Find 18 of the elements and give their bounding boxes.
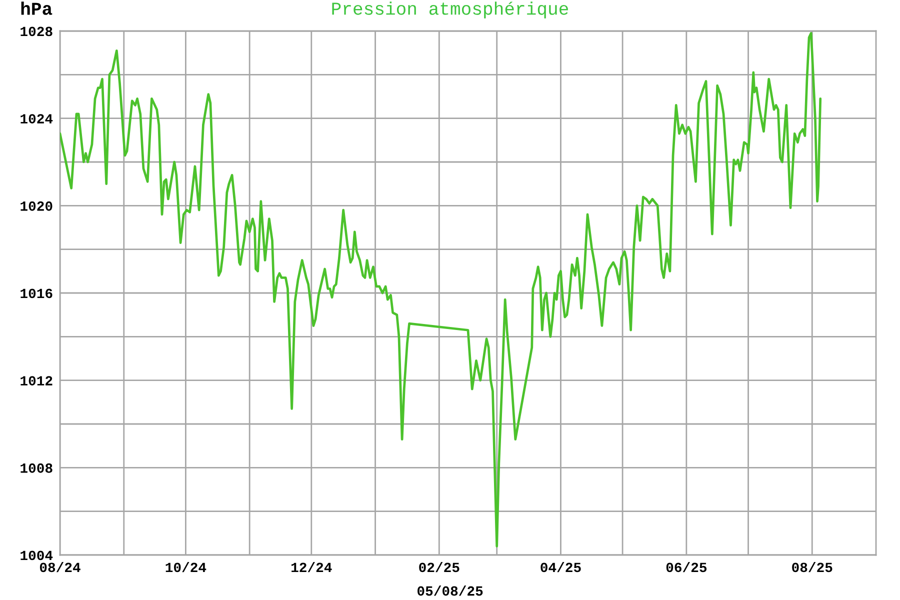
x-tick-label: 08/24 (40, 562, 80, 572)
x-tick-label: 04/25 (540, 562, 581, 572)
x-tick-label: 10/24 (166, 562, 206, 572)
x-axis-title: 05/08/25 (418, 586, 483, 596)
y-axis-title: hPa (21, 2, 52, 15)
y-tick-label: 1024 (20, 114, 53, 124)
y-tick-label: 1016 (20, 288, 52, 298)
y-tick-label: 1020 (20, 201, 52, 211)
x-tick-label: 02/25 (419, 562, 460, 572)
y-tick-label: 1004 (20, 550, 53, 560)
chart-title: Pression atmosphérique (332, 2, 568, 18)
y-tick-label: 1028 (20, 26, 52, 36)
y-tick-label: 1008 (20, 463, 52, 473)
line-series (60, 32, 822, 548)
x-tick-label: 08/25 (792, 562, 832, 572)
x-tick-label: 06/25 (666, 562, 707, 572)
y-tick-label: 1012 (20, 376, 52, 386)
x-tick-label: 12/24 (291, 562, 332, 572)
